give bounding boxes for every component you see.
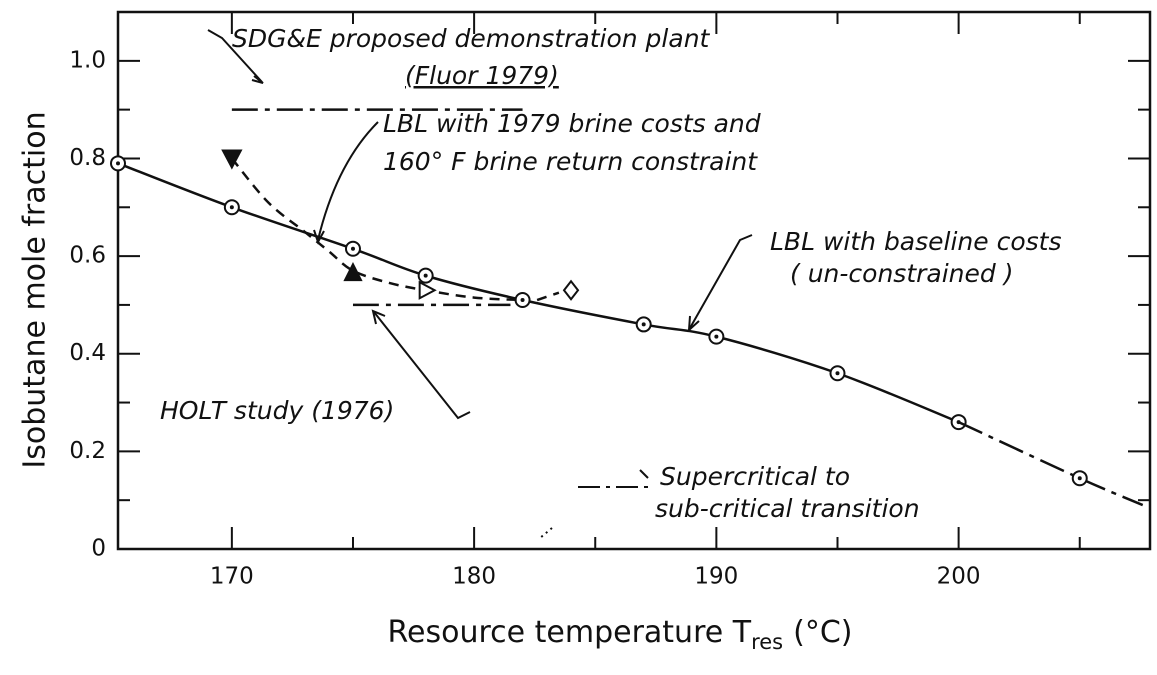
annotation: 160° F brine return constraint	[383, 147, 758, 176]
x-label-main: Resource temperature T	[388, 615, 752, 650]
series-line	[536, 291, 560, 302]
annotation: sub-critical transition	[655, 494, 920, 523]
arrow	[689, 234, 753, 329]
marker	[221, 149, 243, 170]
marker-dot	[229, 205, 234, 210]
arrow	[539, 527, 553, 539]
annotation: LBL with 1979 brine costs and	[383, 109, 761, 138]
x-tick-label: 200	[937, 564, 981, 590]
annotation: LBL with baseline costs	[770, 227, 1062, 256]
marker-dot	[423, 273, 428, 278]
annotation: Supercritical to	[660, 462, 850, 491]
series-line	[230, 157, 523, 302]
arrow	[317, 121, 379, 241]
arrow-head	[371, 309, 386, 325]
arrow-head	[251, 75, 264, 84]
marker-dot	[714, 334, 719, 339]
annotation: ( un-constrained )	[790, 259, 1013, 288]
x-tick-label: 170	[210, 564, 254, 590]
annotation: SDG&E proposed demonstration plant	[232, 24, 711, 53]
arrow	[207, 29, 263, 83]
annotation: (Fluor 1979)	[405, 61, 559, 90]
y-tick-label: 0.6	[69, 243, 106, 269]
x-label-subscript: res	[751, 630, 783, 654]
annotation: HOLT study (1976)	[160, 396, 394, 425]
series-line	[958, 420, 1144, 507]
y-tick-label: 0.2	[69, 438, 106, 464]
x-tick-label: 190	[694, 564, 738, 590]
y-tick-label: 0.4	[69, 340, 106, 366]
y-tick-label: 0	[91, 536, 106, 562]
x-tick-label: 180	[452, 564, 496, 590]
leader	[639, 469, 649, 479]
arrow	[373, 311, 471, 420]
series-line	[117, 162, 960, 424]
marker	[343, 261, 363, 282]
y-tick-label: 0.8	[69, 145, 106, 171]
marker-dot	[116, 161, 120, 166]
marker	[562, 279, 580, 301]
marker-dot	[350, 246, 355, 251]
marker-dot	[835, 371, 840, 376]
x-label-unit: (°C)	[793, 615, 852, 650]
annotation-arrows	[207, 29, 753, 539]
x-axis-label: Resource temperature Tres (°C)	[388, 615, 853, 655]
y-tick-label: 1.0	[69, 47, 106, 73]
marker-dot	[1077, 476, 1082, 481]
arrow-head	[687, 315, 700, 333]
marker	[418, 280, 437, 300]
plot-frame	[116, 10, 1152, 551]
marker-dot	[641, 322, 646, 327]
y-axis-label: Isobutane mole fraction	[18, 111, 53, 468]
marker-dot	[520, 298, 525, 303]
